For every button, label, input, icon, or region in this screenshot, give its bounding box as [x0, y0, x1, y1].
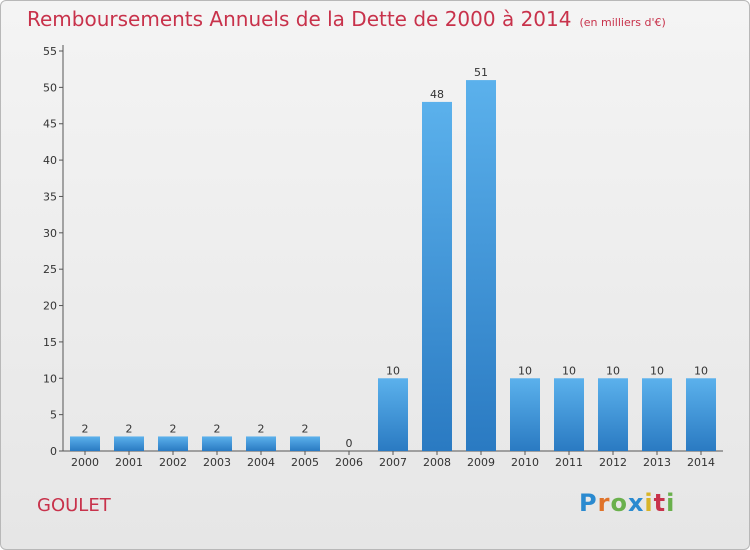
x-tick-label: 2002: [159, 456, 187, 469]
logo-letter: o: [610, 489, 628, 517]
y-tick-label: 50: [43, 81, 57, 94]
x-tick-label: 2010: [511, 456, 539, 469]
x-tick-label: 2005: [291, 456, 319, 469]
bar: [378, 378, 408, 451]
x-tick-label: 2000: [71, 456, 99, 469]
data-label: 10: [518, 364, 532, 377]
bar: [598, 378, 628, 451]
data-label: 10: [650, 364, 664, 377]
chart-subtitle: (en milliers d'€): [579, 16, 666, 29]
data-label: 0: [346, 437, 353, 450]
x-tick-label: 2001: [115, 456, 143, 469]
chart-title-text: Remboursements Annuels de la Dette de 20…: [27, 7, 572, 31]
chart-title: Remboursements Annuels de la Dette de 20…: [27, 7, 666, 31]
x-tick-label: 2007: [379, 456, 407, 469]
x-tick-label: 2003: [203, 456, 231, 469]
x-tick-label: 2011: [555, 456, 583, 469]
commune-name: GOULET: [37, 495, 111, 516]
y-tick-label: 0: [50, 445, 57, 458]
x-tick-label: 2012: [599, 456, 627, 469]
y-tick-label: 15: [43, 336, 57, 349]
proxiti-logo: Proxiti: [579, 489, 675, 517]
data-label: 2: [82, 422, 89, 435]
logo-letter: t: [653, 489, 667, 517]
bar: [554, 378, 584, 451]
y-tick-label: 20: [43, 300, 57, 313]
data-label: 10: [694, 364, 708, 377]
x-tick-label: 2009: [467, 456, 495, 469]
data-label: 10: [386, 364, 400, 377]
data-label: 10: [562, 364, 576, 377]
logo-letter: P: [579, 489, 598, 517]
bar: [114, 436, 144, 451]
data-label: 2: [214, 422, 221, 435]
y-tick-label: 25: [43, 263, 57, 276]
bar: [70, 436, 100, 451]
x-tick-label: 2014: [687, 456, 715, 469]
y-tick-label: 45: [43, 118, 57, 131]
data-label: 2: [258, 422, 265, 435]
bar: [246, 436, 276, 451]
x-tick-label: 2004: [247, 456, 275, 469]
data-label: 2: [126, 422, 133, 435]
bar: [686, 378, 716, 451]
x-tick-label: 2008: [423, 456, 451, 469]
logo-letter: r: [597, 489, 611, 517]
x-tick-label: 2013: [643, 456, 671, 469]
y-tick-label: 40: [43, 154, 57, 167]
y-tick-label: 55: [43, 45, 57, 58]
data-label: 51: [474, 66, 488, 79]
logo-letter: i: [644, 489, 654, 517]
y-tick-label: 10: [43, 372, 57, 385]
bar: [466, 80, 496, 451]
bar: [158, 436, 188, 451]
data-label: 2: [302, 422, 309, 435]
y-tick-label: 35: [43, 190, 57, 203]
bar: [642, 378, 672, 451]
bar: [422, 101, 452, 451]
bar: [290, 436, 320, 451]
x-tick-label: 2006: [335, 456, 363, 469]
y-tick-label: 30: [43, 227, 57, 240]
data-label: 10: [606, 364, 620, 377]
logo-letter: i: [666, 489, 676, 517]
bar: [510, 378, 540, 451]
y-tick-label: 5: [50, 409, 57, 422]
data-label: 48: [430, 88, 444, 101]
bar: [202, 436, 232, 451]
data-label: 2: [170, 422, 177, 435]
logo-letter: x: [627, 489, 645, 517]
